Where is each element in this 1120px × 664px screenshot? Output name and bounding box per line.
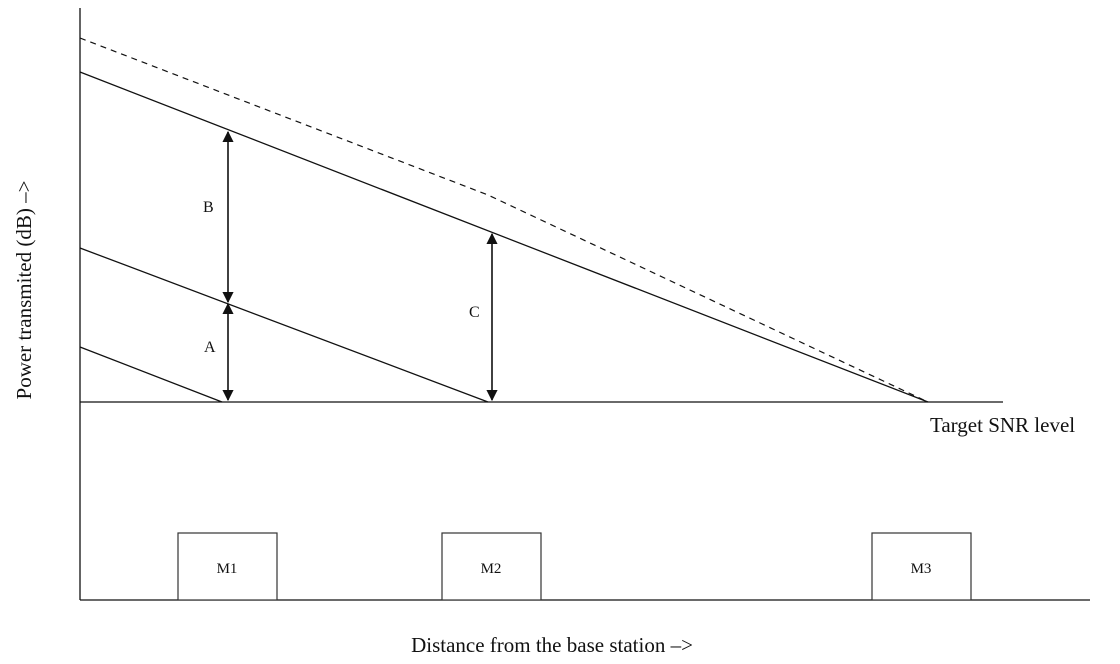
target-snr-label: Target SNR level: [930, 413, 1075, 437]
arrow-a-label: A: [204, 339, 216, 356]
station-label-m3: M3: [911, 561, 932, 577]
total-power-dashed-line: [79, 37, 929, 403]
y-axis-label: Power transmited (dB) –>: [12, 181, 36, 400]
power-line-m3: [79, 71, 929, 403]
arrow-c-label: C: [469, 304, 480, 321]
station-label-m2: M2: [481, 561, 502, 577]
power-line-m1: [79, 346, 223, 403]
station-label-m1: M1: [217, 561, 238, 577]
station-box-m2: [441, 532, 542, 601]
station-box-m1: [177, 532, 278, 601]
x-axis-label: Distance from the base station –>: [411, 633, 693, 657]
power-line-m2: [79, 247, 489, 403]
station-box-m3: [871, 532, 972, 601]
arrow-b-label: B: [203, 199, 214, 216]
